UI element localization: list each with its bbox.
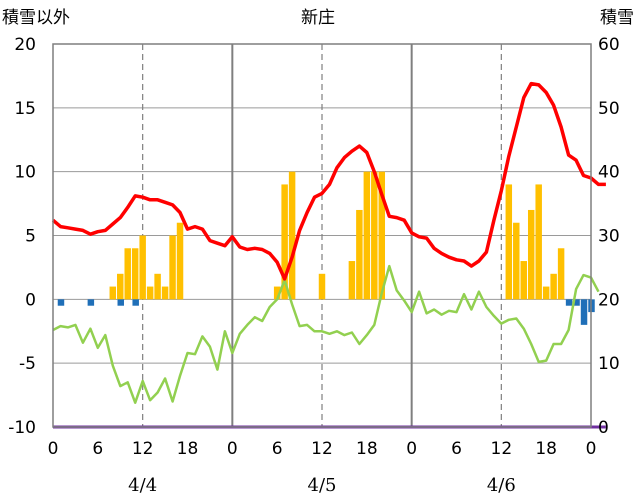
x-tick-label: 18 [177,439,199,459]
precipitation-bar [363,171,371,300]
x-tick-label: 18 [356,439,378,459]
date-label: 4/6 [487,475,516,496]
right-tick-label: 30 [598,227,620,247]
right-tick-label: 40 [598,163,620,183]
precipitation-bar [535,184,542,300]
left-tick-label: 15 [14,99,36,119]
x-tick-label: 12 [311,439,333,459]
precipitation-bar [146,286,154,300]
x-tick-label: 6 [92,439,103,459]
x-tick-label: 0 [48,439,59,459]
precipitation-bar [273,286,281,300]
left-tick-label: -10 [8,418,36,438]
precipitation-bar [513,222,520,300]
left-tick-label: 10 [14,163,36,183]
precipitation-bar [557,248,565,300]
precipitation-bar [318,273,326,300]
right-axis-label: 積雪 [600,8,634,28]
precipitation-bar [378,171,386,300]
precipitation-bar [131,248,139,300]
precipitation-bar [124,248,131,300]
left-tick-label: 0 [25,290,36,310]
precipitation-bar [161,286,169,300]
snow-change-bars [57,299,595,325]
snow-change-bar [117,299,124,306]
precipitation-bar [288,171,296,300]
right-tick-label: 0 [598,418,609,438]
right-tick-label: 10 [598,354,620,374]
x-tick-label: 12 [491,439,513,459]
precipitation-bar [542,286,550,300]
precipitation-bar [139,235,146,300]
snow-change-bar [565,299,573,306]
precipitation-bar [109,286,117,300]
left-tick-label: 20 [14,35,36,55]
x-tick-label: 0 [586,439,597,459]
x-tick-label: 0 [406,439,417,459]
left-tick-label: -5 [19,354,36,374]
precipitation-bar [520,261,527,300]
chart-title: 新庄 [301,8,335,28]
snow-change-bar [87,299,95,306]
precipitation-bars [109,171,565,300]
precipitation-bar [176,222,184,300]
x-tick-label: 6 [451,439,462,459]
x-tick-label: 6 [272,439,283,459]
snow-change-bar [132,299,139,306]
wind-line [52,264,600,404]
temperature-line [51,81,606,281]
plot-area-border [52,43,592,428]
right-tick-label: 20 [598,290,620,310]
precipitation-bar [281,184,288,300]
right-tick-label: 50 [598,99,620,119]
precipitation-bar [371,171,378,300]
snow-change-bar [573,299,580,306]
x-tick-label: 18 [535,439,557,459]
precipitation-bar [505,184,513,300]
precipitation-bar [169,235,176,300]
plot-frame [52,43,592,428]
snow-change-bar [580,299,588,325]
left-tick-label: 5 [25,227,36,247]
precipitation-bar [117,273,124,300]
precipitation-bar [348,261,356,300]
date-label: 4/4 [128,475,157,496]
x-tick-label: 0 [227,439,238,459]
precipitation-bar [154,273,161,300]
date-label: 4/5 [308,475,337,496]
precipitation-bar [550,273,557,300]
x-tick-label: 12 [132,439,154,459]
right-tick-label: 60 [598,35,620,55]
left-axis-label: 積雪以外 [2,8,70,28]
precipitation-bar [527,209,535,300]
snow-change-bar [57,299,65,306]
precipitation-bar [356,209,363,300]
